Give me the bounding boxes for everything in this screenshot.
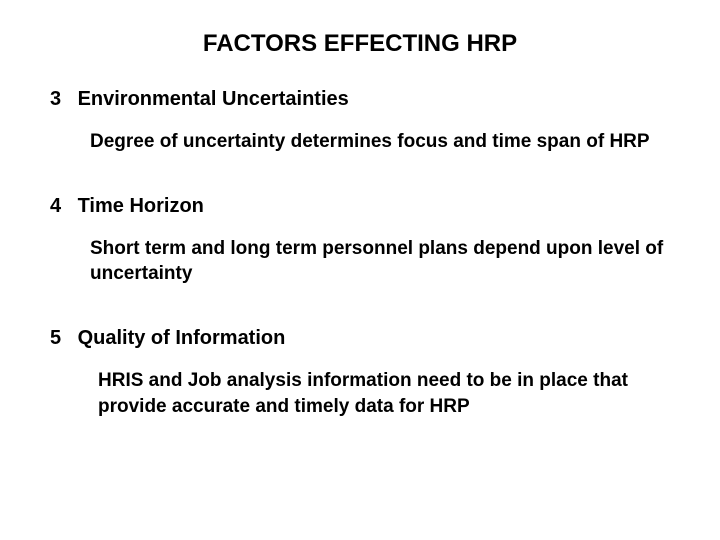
section-heading-text: Quality of Information: [78, 327, 286, 349]
section-heading-text: Environmental Uncertainties: [78, 88, 349, 110]
section-heading: 3 Environmental Uncertainties: [50, 88, 670, 111]
section-3: 3 Environmental Uncertainties Degree of …: [50, 88, 670, 155]
section-4: 4 Time Horizon Short term and long term …: [50, 195, 670, 287]
section-5: 5 Quality of Information HRIS and Job an…: [50, 327, 670, 419]
section-heading: 4 Time Horizon: [50, 195, 670, 218]
section-heading-text: Time Horizon: [78, 195, 204, 217]
section-number: 3: [50, 88, 72, 111]
section-number: 4: [50, 195, 72, 218]
section-body: Degree of uncertainty determines focus a…: [90, 129, 670, 155]
section-number: 5: [50, 327, 72, 350]
section-body: HRIS and Job analysis information need t…: [98, 368, 670, 419]
section-heading: 5 Quality of Information: [50, 327, 670, 350]
section-body: Short term and long term personnel plans…: [90, 236, 670, 287]
slide-title: FACTORS EFFECTING HRP: [50, 30, 670, 58]
